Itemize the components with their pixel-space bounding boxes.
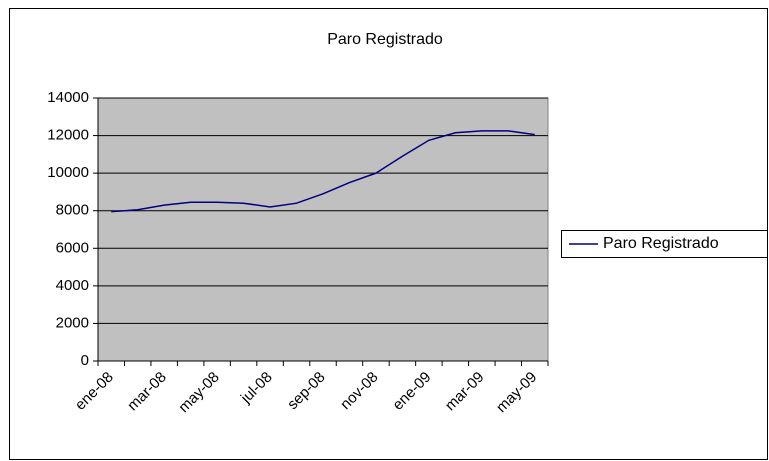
y-tick-label: 0 [81, 352, 89, 369]
series-line [111, 130, 535, 213]
y-tick-label: 6000 [56, 239, 89, 256]
legend-label: Paro Registrado [603, 235, 719, 252]
y-tick-label: 2000 [56, 314, 89, 331]
y-tick-label: 10000 [47, 164, 89, 181]
y-tick-label: 14000 [47, 89, 89, 106]
y-tick-label: 4000 [56, 277, 89, 294]
y-tick-label: 12000 [47, 127, 89, 144]
plot-area [97, 97, 549, 362]
chart-title: Paro Registrado [327, 31, 443, 48]
y-tick-label: 8000 [56, 202, 89, 219]
